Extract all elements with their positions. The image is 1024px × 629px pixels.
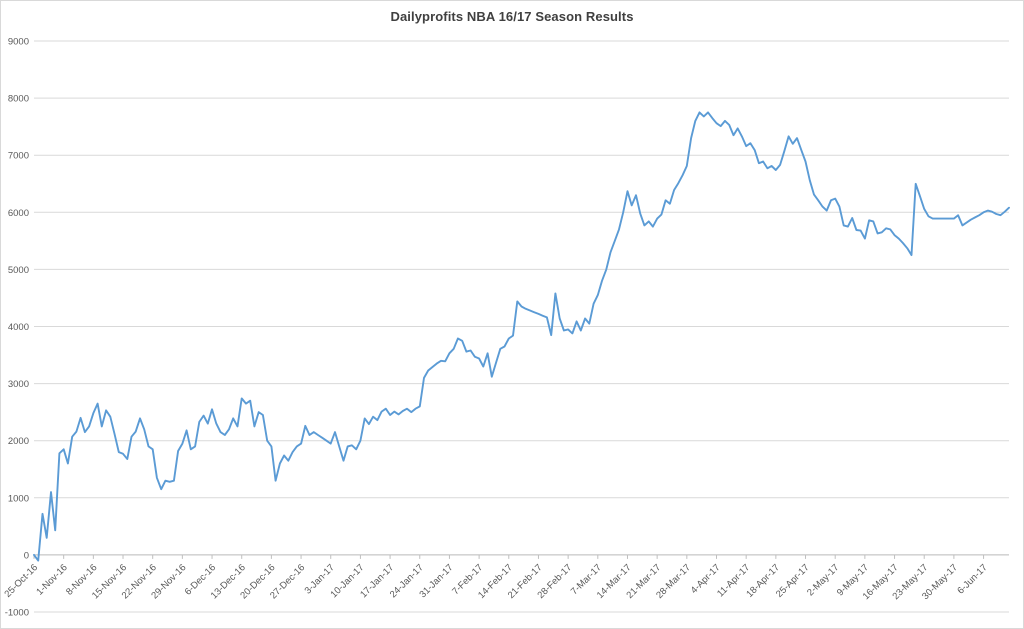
x-axis-label: 1-Nov-16 — [34, 562, 69, 597]
x-axis-label: 25-Oct-16 — [2, 562, 40, 600]
y-axis-label: 3000 — [8, 379, 29, 390]
y-axis-label: 5000 — [8, 265, 29, 276]
y-axis-label: 0 — [24, 550, 29, 561]
y-axis-label: -1000 — [5, 608, 29, 619]
y-axis-label: 2000 — [8, 436, 29, 447]
y-axis-label: 7000 — [8, 151, 29, 162]
y-axis-label: 9000 — [8, 37, 29, 48]
y-axis-label: 4000 — [8, 322, 29, 333]
chart-title: Dailyprofits NBA 16/17 Season Results — [390, 9, 634, 24]
x-axis-label: 6-Jun-17 — [955, 562, 989, 596]
y-axis-label: 1000 — [8, 493, 29, 504]
profit-line-series — [33, 111, 1010, 562]
y-axis-label: 6000 — [8, 208, 29, 219]
y-axis-label: 8000 — [8, 94, 29, 105]
